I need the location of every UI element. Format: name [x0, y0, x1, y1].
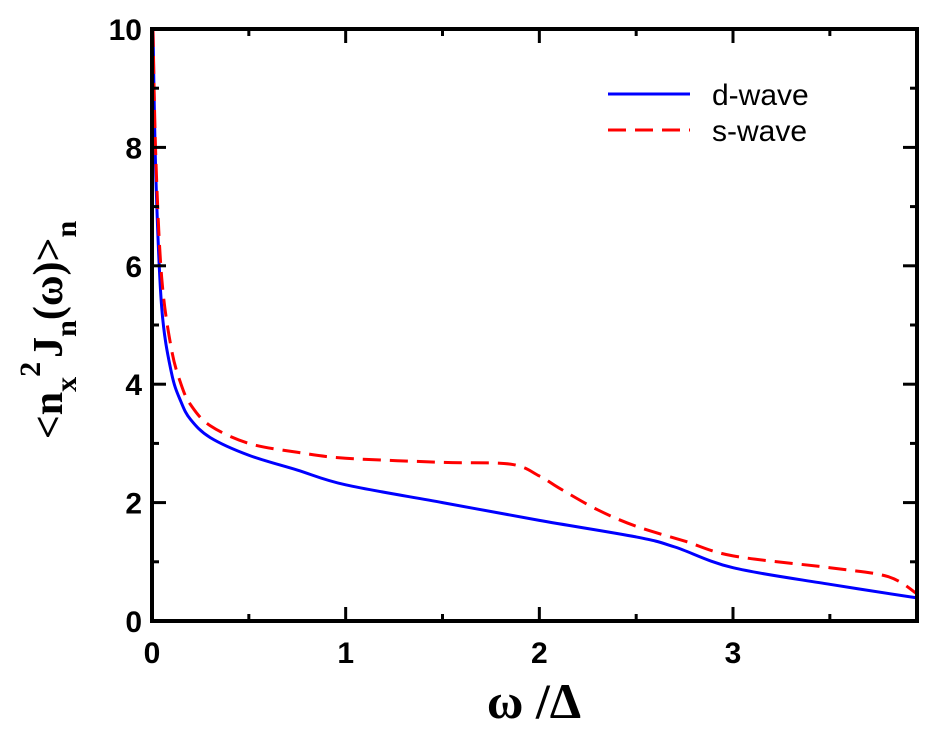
- ticks: 0 1 2 3 0 2 4 6 8 10: [109, 14, 917, 670]
- series-s-wave: [151, 28, 918, 596]
- x-tick-label: 0: [144, 637, 161, 670]
- legend-label-s-wave: s-wave: [712, 115, 807, 148]
- y-tick-label: 8: [125, 132, 142, 165]
- legend: d-wave s-wave: [608, 79, 809, 148]
- y-tick-label: 0: [125, 606, 142, 639]
- legend-label-d-wave: d-wave: [712, 79, 809, 112]
- y-tick-label: 4: [125, 369, 142, 402]
- y-axis-label: <nx2Jn(ω)>n: [14, 221, 83, 440]
- series-d-wave: [151, 28, 918, 600]
- x-tick-label: 2: [531, 637, 548, 670]
- y-tick-label: 10: [109, 14, 142, 47]
- curves: [151, 28, 918, 600]
- y-tick-label: 6: [125, 251, 142, 284]
- y-tick-label: 2: [125, 488, 142, 521]
- x-tick-label: 3: [725, 637, 742, 670]
- x-tick-label: 1: [337, 637, 354, 670]
- x-axis-label: ω /Δ: [487, 673, 581, 729]
